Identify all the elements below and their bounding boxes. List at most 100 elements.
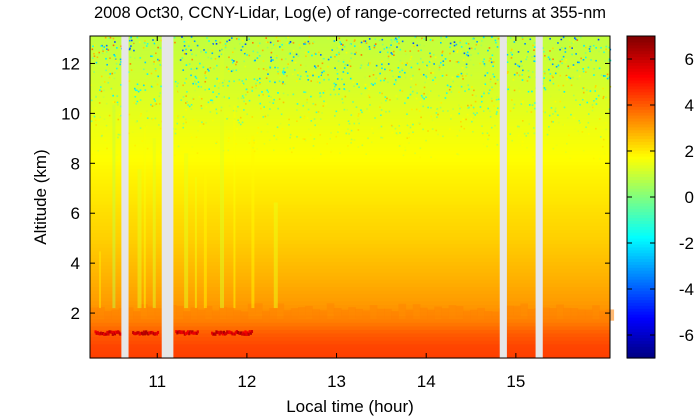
noise-speck	[563, 91, 566, 93]
noise-speck	[483, 64, 486, 67]
noise-speck	[378, 127, 380, 129]
noise-speck	[380, 109, 383, 111]
heatmap-cell	[90, 154, 610, 159]
noise-speck	[236, 128, 238, 130]
noise-speck	[416, 92, 418, 94]
noise-speck	[490, 126, 493, 129]
noise-speck	[582, 58, 585, 61]
noise-speck	[266, 123, 269, 125]
noise-speck	[92, 85, 95, 88]
noise-speck	[223, 96, 226, 98]
heatmap-cell	[90, 236, 610, 241]
heatmap-cell	[90, 146, 610, 152]
noise-speck	[444, 58, 447, 60]
heatmap-plot-area	[89, 35, 615, 359]
noise-speck	[387, 81, 389, 84]
noise-speck	[335, 53, 338, 56]
cloud-return	[248, 330, 251, 334]
noise-speck	[312, 157, 315, 160]
noise-speck	[517, 134, 520, 137]
noise-speck	[368, 88, 370, 90]
cloud-return	[106, 330, 109, 334]
noise-speck	[558, 89, 561, 91]
noise-speck	[431, 39, 434, 42]
noise-speck	[374, 117, 376, 119]
colorbar-swatch	[627, 319, 655, 324]
noise-speck	[461, 75, 464, 77]
noise-speck	[90, 117, 93, 120]
noise-speck	[472, 38, 474, 40]
noise-speck	[442, 110, 444, 112]
noise-speck	[594, 90, 597, 92]
colorbar-swatch	[627, 328, 655, 333]
noise-speck	[574, 128, 577, 130]
cloud-return	[182, 330, 185, 334]
noise-speck	[113, 77, 116, 80]
noise-speck	[606, 77, 609, 80]
noise-speck	[109, 73, 112, 75]
noise-speck	[343, 67, 346, 69]
noise-speck	[181, 36, 183, 38]
noise-speck	[281, 43, 283, 46]
noise-speck	[381, 92, 383, 95]
noise-speck	[276, 126, 279, 129]
noise-speck	[375, 77, 377, 80]
noise-speck	[516, 72, 518, 74]
data-gap	[161, 36, 174, 358]
noise-speck	[200, 107, 203, 110]
noise-speck	[365, 42, 368, 44]
noise-speck	[582, 67, 584, 70]
noise-speck	[315, 111, 318, 114]
noise-speck	[411, 90, 414, 93]
noise-speck	[591, 106, 594, 109]
noise-speck	[472, 117, 475, 119]
noise-speck	[334, 55, 336, 58]
noise-speck	[518, 65, 521, 68]
noise-speck	[201, 121, 203, 124]
noise-speck	[460, 46, 463, 48]
noise-speck	[299, 116, 302, 119]
noise-speck	[130, 36, 132, 39]
noise-speck	[341, 98, 344, 100]
colorbar-swatch	[627, 240, 655, 245]
heatmap-cell	[90, 136, 610, 141]
noise-speck	[467, 104, 469, 107]
noise-speck	[472, 130, 474, 133]
heatmap-cell	[384, 308, 392, 320]
noise-speck	[313, 71, 316, 74]
heatmap-cell	[290, 308, 299, 320]
noise-speck	[573, 117, 575, 119]
noise-speck	[322, 92, 325, 94]
noise-speck	[434, 76, 437, 79]
noise-speck	[296, 135, 298, 138]
noise-speck	[374, 38, 377, 41]
noise-speck	[448, 88, 451, 91]
heatmap-cell	[90, 286, 610, 291]
noise-speck	[422, 128, 424, 131]
noise-speck	[543, 70, 546, 73]
noise-speck	[570, 42, 573, 44]
noise-speck	[467, 84, 470, 87]
noise-speck	[259, 78, 261, 81]
noise-speck	[442, 60, 445, 63]
noise-speck	[191, 58, 194, 61]
noise-speck	[257, 45, 260, 47]
y-tick-label: 6	[71, 204, 80, 223]
noise-speck	[390, 44, 392, 46]
noise-speck	[490, 97, 493, 100]
noise-speck	[601, 145, 604, 148]
heatmap-cell	[419, 307, 428, 319]
noise-speck	[200, 50, 202, 53]
noise-speck	[182, 126, 185, 129]
noise-speck	[412, 123, 414, 126]
colorbar-swatch	[627, 346, 655, 350]
noise-speck	[491, 88, 494, 91]
noise-speck	[327, 37, 330, 40]
noise-speck	[458, 112, 461, 115]
noise-speck	[154, 104, 156, 106]
noise-speck	[552, 58, 554, 61]
noise-speck	[287, 94, 289, 96]
noise-speck	[314, 66, 317, 69]
colorbar-swatch	[627, 211, 655, 216]
noise-speck	[211, 49, 214, 52]
